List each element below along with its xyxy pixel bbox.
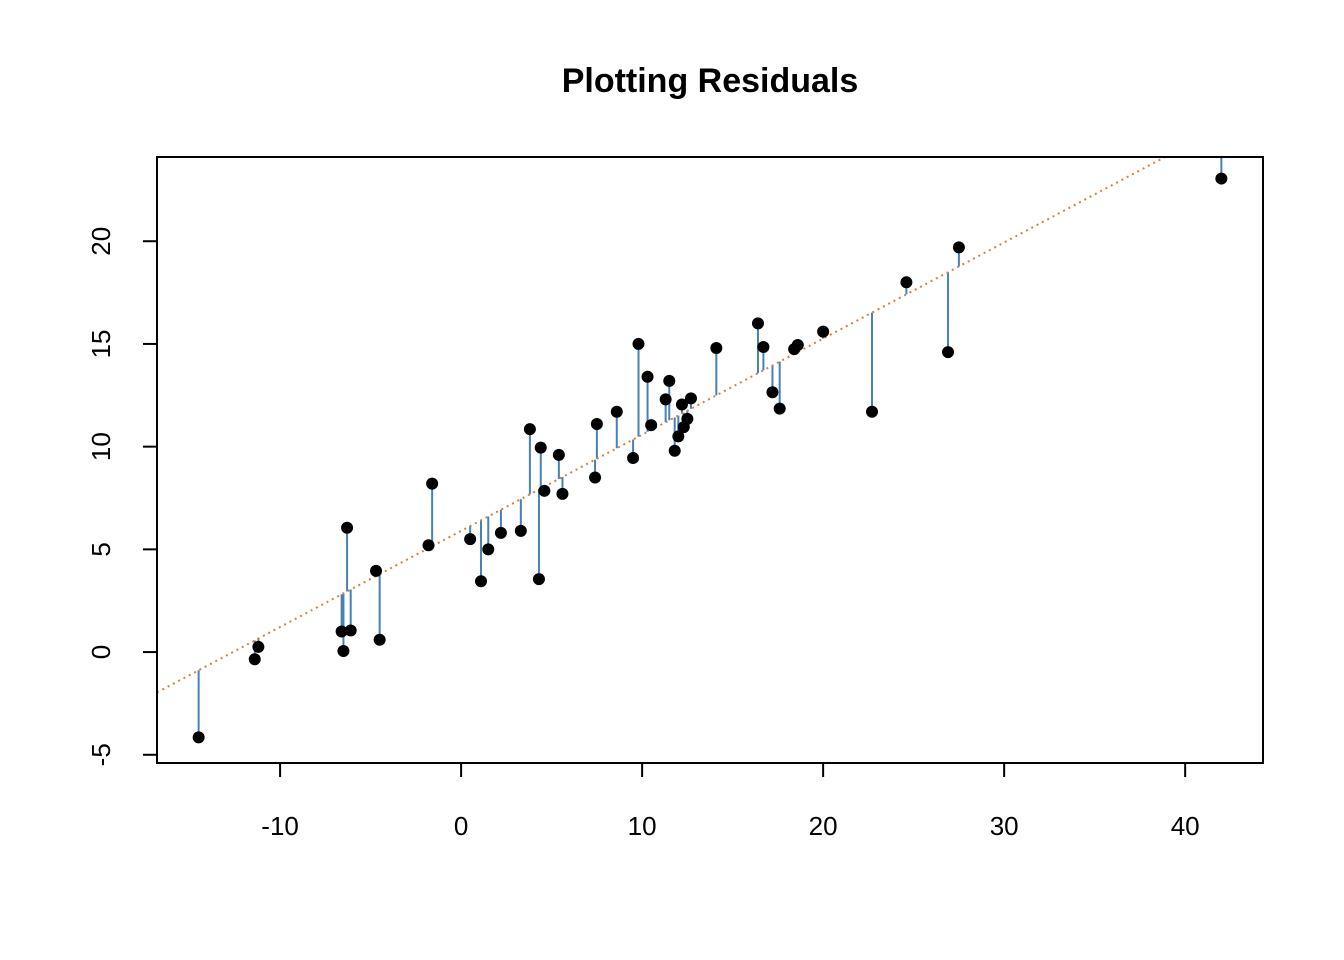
data-point xyxy=(538,484,551,497)
x-tick-label: 10 xyxy=(628,811,657,841)
data-point xyxy=(681,412,694,425)
data-point xyxy=(672,430,685,443)
data-point xyxy=(589,471,602,484)
data-point xyxy=(552,448,565,461)
data-point xyxy=(773,402,786,415)
data-point xyxy=(751,317,764,330)
data-point xyxy=(663,374,676,387)
data-point xyxy=(464,533,477,546)
data-point xyxy=(370,564,383,577)
plot-frame xyxy=(156,156,1264,764)
data-point xyxy=(641,370,654,383)
data-point xyxy=(645,419,658,432)
data-point xyxy=(252,640,265,653)
data-point xyxy=(866,405,879,418)
data-point xyxy=(675,398,688,411)
chart-title: Plotting Residuals xyxy=(562,62,859,100)
data-point xyxy=(534,441,547,454)
data-point xyxy=(590,418,603,431)
data-point xyxy=(475,575,488,588)
regression-fit-line xyxy=(157,157,1168,694)
y-tick-label: 15 xyxy=(86,329,116,358)
data-point xyxy=(494,526,507,539)
data-point xyxy=(627,451,640,464)
data-points xyxy=(192,172,1228,744)
data-point xyxy=(791,338,804,351)
data-point xyxy=(610,405,623,418)
data-point xyxy=(344,624,357,637)
y-tick-label: 5 xyxy=(86,542,116,556)
data-point xyxy=(757,341,770,354)
data-point xyxy=(248,653,261,666)
data-point xyxy=(532,573,545,586)
x-tick-label: 0 xyxy=(454,811,468,841)
data-point xyxy=(668,444,681,457)
y-tick-label: -5 xyxy=(86,743,116,766)
fit-line-layer xyxy=(157,157,1168,694)
data-point xyxy=(422,539,435,552)
data-point xyxy=(1215,172,1228,185)
data-point xyxy=(659,393,672,406)
y-tick-label: 10 xyxy=(86,432,116,461)
data-point xyxy=(684,392,697,405)
data-point xyxy=(632,337,645,350)
x-tick-label: 20 xyxy=(809,811,838,841)
data-point xyxy=(766,386,779,399)
y-tick-label: 0 xyxy=(86,645,116,659)
data-point xyxy=(523,423,536,436)
data-point xyxy=(482,543,495,556)
data-point xyxy=(426,477,439,490)
residual-lines xyxy=(197,157,1223,738)
data-point xyxy=(335,625,348,638)
y-tick-label: 20 xyxy=(86,227,116,256)
data-point xyxy=(192,731,205,744)
data-point xyxy=(952,241,965,254)
x-tick-label: 30 xyxy=(990,811,1019,841)
data-point xyxy=(514,524,527,537)
x-tick-label: -10 xyxy=(261,811,299,841)
data-point xyxy=(337,645,350,658)
y-axis: -5 0 5 10 15 20 xyxy=(86,227,158,766)
data-point xyxy=(710,342,723,355)
data-point xyxy=(900,276,913,289)
x-tick-label: 40 xyxy=(1171,811,1200,841)
data-point xyxy=(556,487,569,500)
x-axis: -10 0 10 20 30 40 xyxy=(261,762,1200,841)
data-point xyxy=(817,325,830,338)
data-point xyxy=(341,521,354,534)
data-point xyxy=(942,346,955,359)
data-point xyxy=(373,633,386,646)
